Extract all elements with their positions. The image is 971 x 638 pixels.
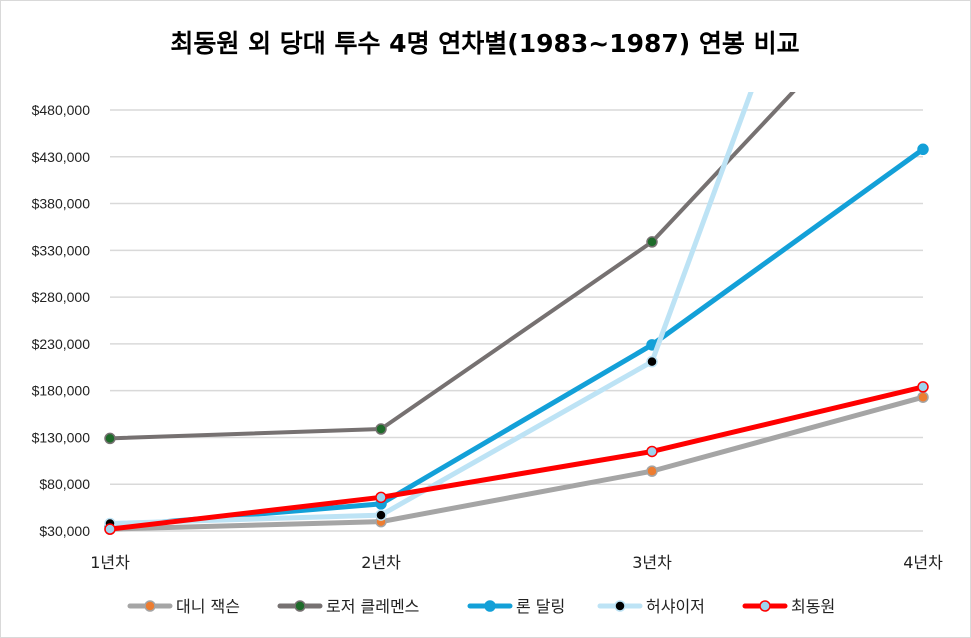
series-line	[109, 384, 924, 532]
y-tick-label: $330,000	[32, 242, 91, 258]
data-point	[104, 523, 116, 535]
data-point	[375, 491, 387, 504]
legend-marker	[294, 600, 306, 612]
data-point	[917, 381, 929, 393]
data-point	[104, 432, 116, 445]
y-tick-label: $280,000	[32, 289, 91, 305]
data-point	[646, 355, 658, 368]
series-3	[104, 92, 754, 530]
x-tick-label: 4년차	[903, 553, 943, 572]
chart-title: 최동원 외 당대 투수 4명 연차별(1983~1987) 연봉 비교	[170, 29, 799, 58]
data-point	[917, 143, 929, 156]
legend-item: 대니 잭슨	[127, 597, 240, 616]
y-tick-label: $230,000	[32, 336, 91, 352]
y-tick-label: $30,000	[39, 523, 90, 539]
series-line	[109, 394, 924, 532]
legend-item: 허샤이저	[597, 597, 705, 616]
series-group	[104, 92, 929, 535]
legend-label: 로저 클레멘스	[326, 597, 419, 616]
series-line	[109, 92, 754, 527]
y-tick-label: $380,000	[32, 196, 91, 212]
x-tick-label: 3년차	[632, 553, 672, 572]
legend-item: 로저 클레멘스	[277, 597, 419, 616]
series-line	[109, 92, 796, 441]
series-1	[104, 92, 796, 445]
legend-marker	[484, 600, 496, 612]
data-point	[917, 391, 929, 403]
series-4	[104, 381, 929, 535]
gridlines	[110, 109, 923, 532]
y-tick-label: $480,000	[32, 102, 91, 118]
y-tick-label: $180,000	[32, 383, 91, 399]
data-point	[375, 509, 387, 521]
y-tick-label: $80,000	[39, 476, 90, 492]
y-tick-label: $430,000	[32, 149, 91, 165]
legend-marker	[614, 600, 626, 612]
data-point	[375, 423, 387, 435]
y-axis: $30,000 $80,000 $130,000 $180,000 $230,000 $2…	[32, 102, 91, 539]
legend: 대니 잭슨 로저 클레멘스 론 달링 허샤이저 최동원	[127, 597, 835, 616]
data-point	[646, 236, 658, 248]
legend-marker	[759, 600, 771, 612]
y-tick-label: $130,000	[32, 429, 91, 445]
legend-label: 대니 잭슨	[176, 597, 240, 616]
data-point	[646, 465, 658, 477]
x-tick-label: 1년차	[90, 553, 130, 572]
legend-label: 최동원	[791, 597, 835, 616]
legend-item: 최동원	[742, 597, 835, 616]
legend-marker	[144, 600, 156, 612]
legend-item: 론 달링	[467, 597, 565, 616]
x-axis: 1년차 2년차 3년차 4년차	[90, 553, 943, 572]
data-point	[646, 445, 658, 458]
legend-label: 허샤이저	[646, 597, 705, 616]
x-tick-label: 2년차	[361, 553, 401, 572]
legend-label: 론 달링	[516, 597, 565, 616]
